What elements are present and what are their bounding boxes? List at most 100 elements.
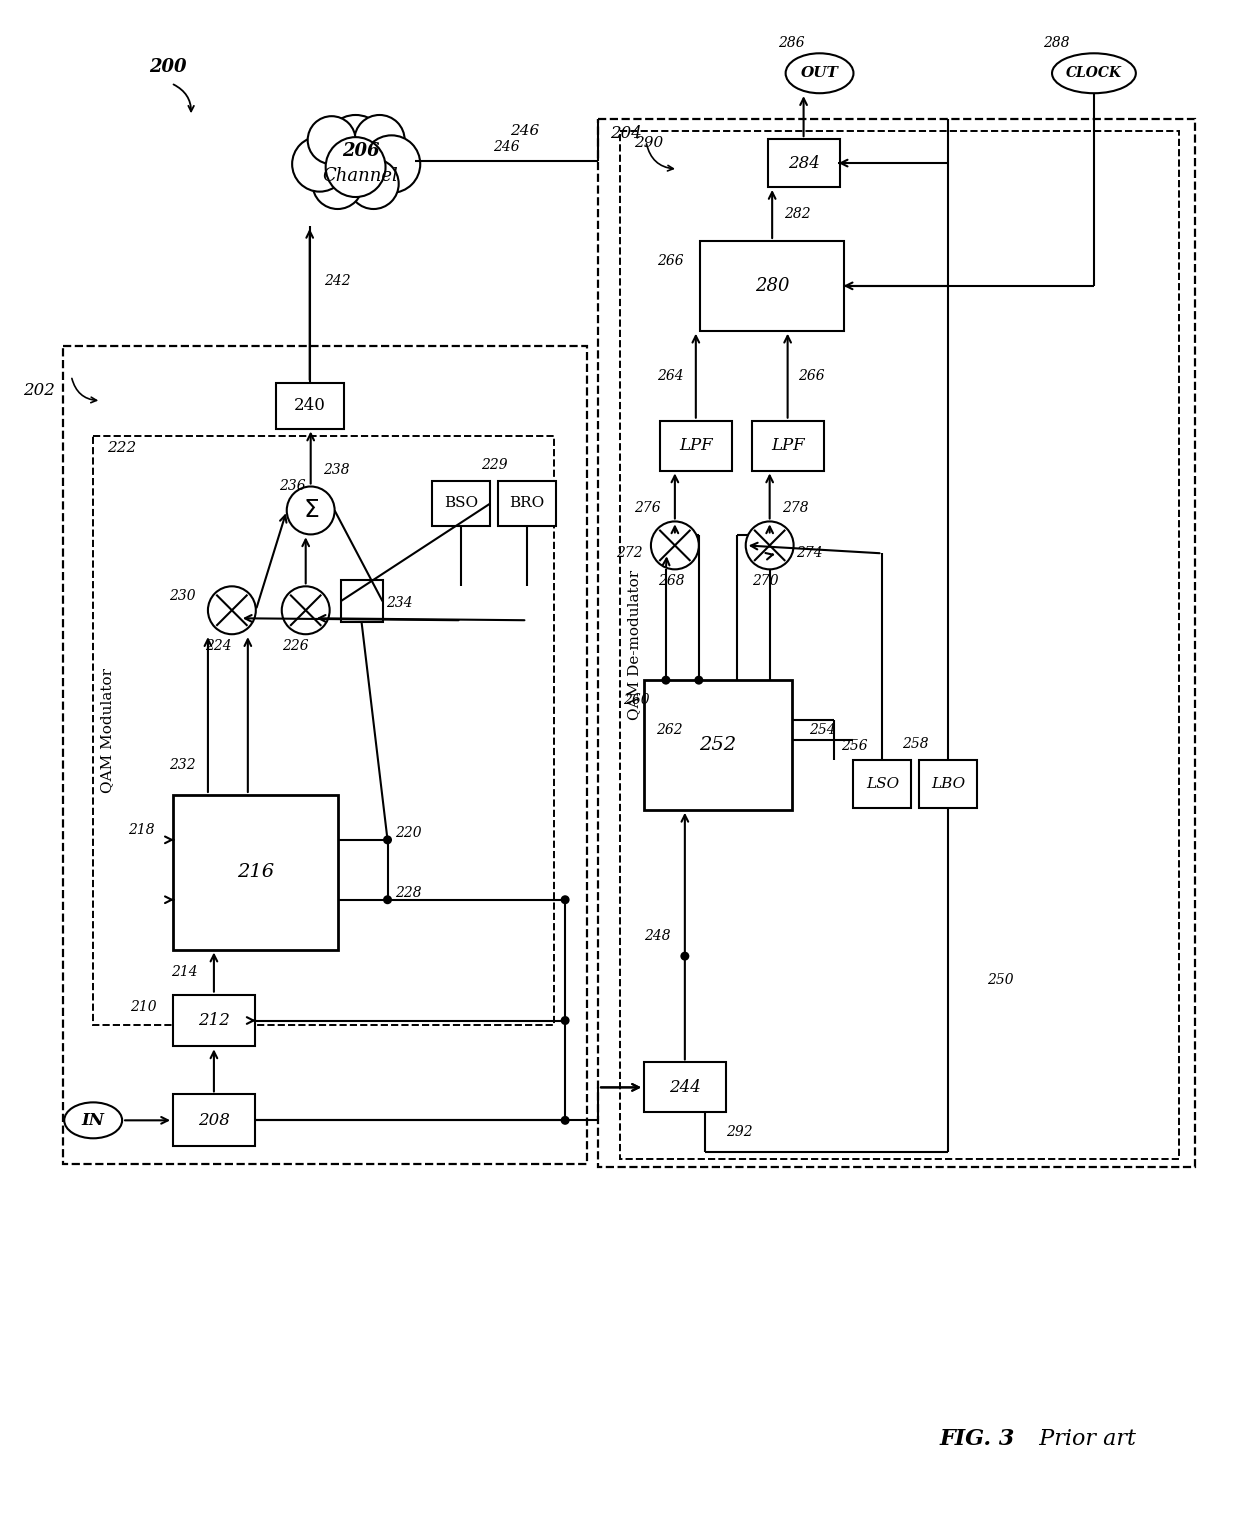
Bar [433, 480, 490, 527]
Bar [275, 383, 343, 428]
Text: 224: 224 [205, 639, 231, 653]
Bar [853, 760, 911, 808]
Text: 214: 214 [171, 964, 198, 980]
Bar [699, 241, 844, 330]
Text: 288: 288 [1043, 36, 1069, 50]
Text: 272: 272 [616, 547, 644, 560]
Text: LSO: LSO [866, 777, 899, 790]
Circle shape [363, 135, 420, 192]
Circle shape [293, 136, 347, 192]
Bar [598, 120, 1194, 1167]
Text: BSO: BSO [444, 497, 479, 510]
Text: 246: 246 [510, 124, 539, 138]
Circle shape [326, 138, 386, 197]
Text: 286: 286 [779, 36, 805, 50]
Text: QAM Modulator: QAM Modulator [100, 668, 114, 792]
Bar [660, 421, 732, 471]
Text: 236: 236 [279, 480, 305, 494]
Circle shape [383, 895, 392, 904]
Text: 262: 262 [656, 724, 683, 737]
Text: 228: 228 [396, 886, 422, 899]
Text: 292: 292 [727, 1125, 753, 1140]
Circle shape [325, 115, 387, 177]
Bar [751, 421, 823, 471]
Ellipse shape [1052, 53, 1136, 94]
Bar [919, 760, 977, 808]
Text: 264: 264 [657, 369, 683, 383]
Circle shape [661, 675, 671, 684]
Circle shape [355, 115, 404, 165]
Bar [93, 436, 554, 1025]
Text: FIG. 3: FIG. 3 [939, 1428, 1014, 1450]
Circle shape [560, 1016, 569, 1025]
Text: 222: 222 [107, 441, 136, 454]
Text: 276: 276 [635, 501, 661, 515]
Bar [644, 680, 791, 810]
Circle shape [560, 895, 569, 904]
Text: 242: 242 [324, 274, 350, 288]
Text: 278: 278 [781, 501, 808, 515]
Text: 232: 232 [170, 759, 196, 772]
Text: 208: 208 [198, 1111, 229, 1129]
Text: Prior art: Prior art [1025, 1428, 1136, 1450]
Circle shape [694, 675, 703, 684]
Text: IN: IN [82, 1111, 104, 1129]
Circle shape [560, 1116, 569, 1125]
Text: BRO: BRO [510, 497, 544, 510]
Text: 280: 280 [755, 277, 790, 295]
Bar [644, 1063, 725, 1113]
Text: 260: 260 [624, 693, 650, 707]
Text: 216: 216 [237, 863, 274, 881]
Text: Channel: Channel [322, 167, 398, 185]
Text: QAM De-modulator: QAM De-modulator [627, 571, 641, 721]
Text: 204: 204 [610, 124, 642, 142]
Text: $\Sigma$: $\Sigma$ [303, 500, 319, 522]
Circle shape [383, 836, 392, 845]
Text: LPF: LPF [771, 438, 805, 454]
Bar [768, 139, 839, 188]
Text: 212: 212 [198, 1011, 229, 1030]
Text: 266: 266 [797, 369, 825, 383]
Circle shape [651, 521, 699, 569]
Text: 250: 250 [987, 972, 1014, 987]
Bar [63, 345, 587, 1164]
Text: LPF: LPF [680, 438, 713, 454]
Text: 202: 202 [24, 382, 56, 400]
Text: 200: 200 [149, 58, 186, 76]
Text: 226: 226 [283, 639, 309, 653]
Bar [174, 995, 254, 1046]
Text: 246: 246 [494, 141, 520, 154]
Text: 229: 229 [481, 457, 507, 471]
Text: 290: 290 [634, 136, 663, 150]
Text: 252: 252 [699, 736, 737, 754]
Circle shape [312, 159, 363, 209]
Text: 240: 240 [294, 397, 326, 415]
Bar [341, 580, 382, 622]
Text: 238: 238 [322, 463, 350, 477]
Bar [174, 1095, 254, 1146]
Circle shape [348, 159, 399, 209]
Bar [620, 132, 1179, 1160]
Text: 268: 268 [657, 574, 684, 589]
Text: 254: 254 [808, 724, 836, 737]
Bar [174, 795, 337, 949]
Text: 258: 258 [901, 737, 929, 751]
Circle shape [286, 486, 335, 534]
Text: 230: 230 [170, 589, 196, 603]
Text: 218: 218 [129, 824, 155, 837]
Circle shape [745, 521, 794, 569]
Text: 206: 206 [342, 142, 379, 160]
Text: 282: 282 [784, 207, 811, 221]
Ellipse shape [64, 1102, 122, 1139]
Text: 234: 234 [387, 597, 413, 610]
Circle shape [308, 117, 356, 164]
Text: 244: 244 [668, 1079, 701, 1096]
Bar [498, 480, 557, 527]
Text: LBO: LBO [931, 777, 965, 790]
Text: 220: 220 [396, 825, 422, 840]
Text: 266: 266 [657, 254, 683, 268]
Text: 274: 274 [796, 547, 822, 560]
Text: 210: 210 [130, 999, 157, 1013]
Text: 284: 284 [787, 154, 820, 171]
Text: CLOCK: CLOCK [1066, 67, 1122, 80]
